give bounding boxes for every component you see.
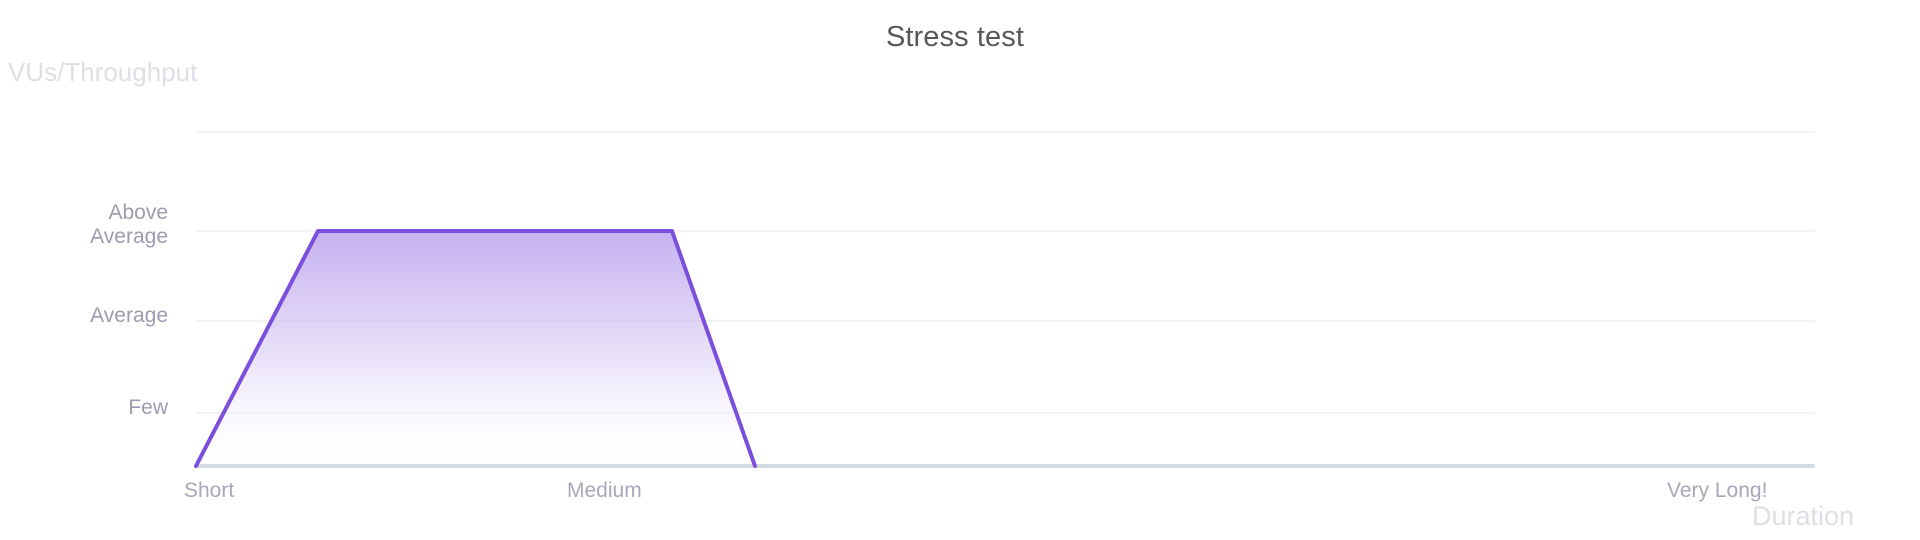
x-axis-title: Duration — [1752, 501, 1855, 531]
y-tick-label-2: Few — [128, 395, 168, 420]
y-tick-label-1: Average — [90, 303, 168, 328]
chart-title: Stress test — [0, 20, 1920, 54]
y-tick-label-line: Few — [128, 396, 168, 419]
x-tick-label-0: Short — [184, 479, 235, 502]
y-tick-label-line: Average — [90, 304, 168, 327]
y-axis-title: VUs/Throughput — [8, 57, 198, 87]
chart-title-text: Stress test — [885, 21, 1025, 53]
series-fill — [196, 231, 755, 466]
gridline-0 — [196, 131, 1815, 133]
gridline-2 — [196, 320, 1815, 322]
gridline-3 — [196, 412, 1815, 414]
y-tick-label-0: Above Average — [90, 201, 168, 249]
gridlines — [196, 100, 1815, 470]
series-line — [194, 229, 757, 468]
y-tick-label-line: Above — [108, 201, 168, 224]
x-tick-label-2: Very Long! — [1667, 479, 1768, 502]
x-tick-label-1: Medium — [567, 479, 642, 502]
x-axis-line — [196, 464, 1815, 468]
y-tick-label-line: Average — [90, 225, 168, 248]
gridline-1 — [196, 230, 1815, 232]
